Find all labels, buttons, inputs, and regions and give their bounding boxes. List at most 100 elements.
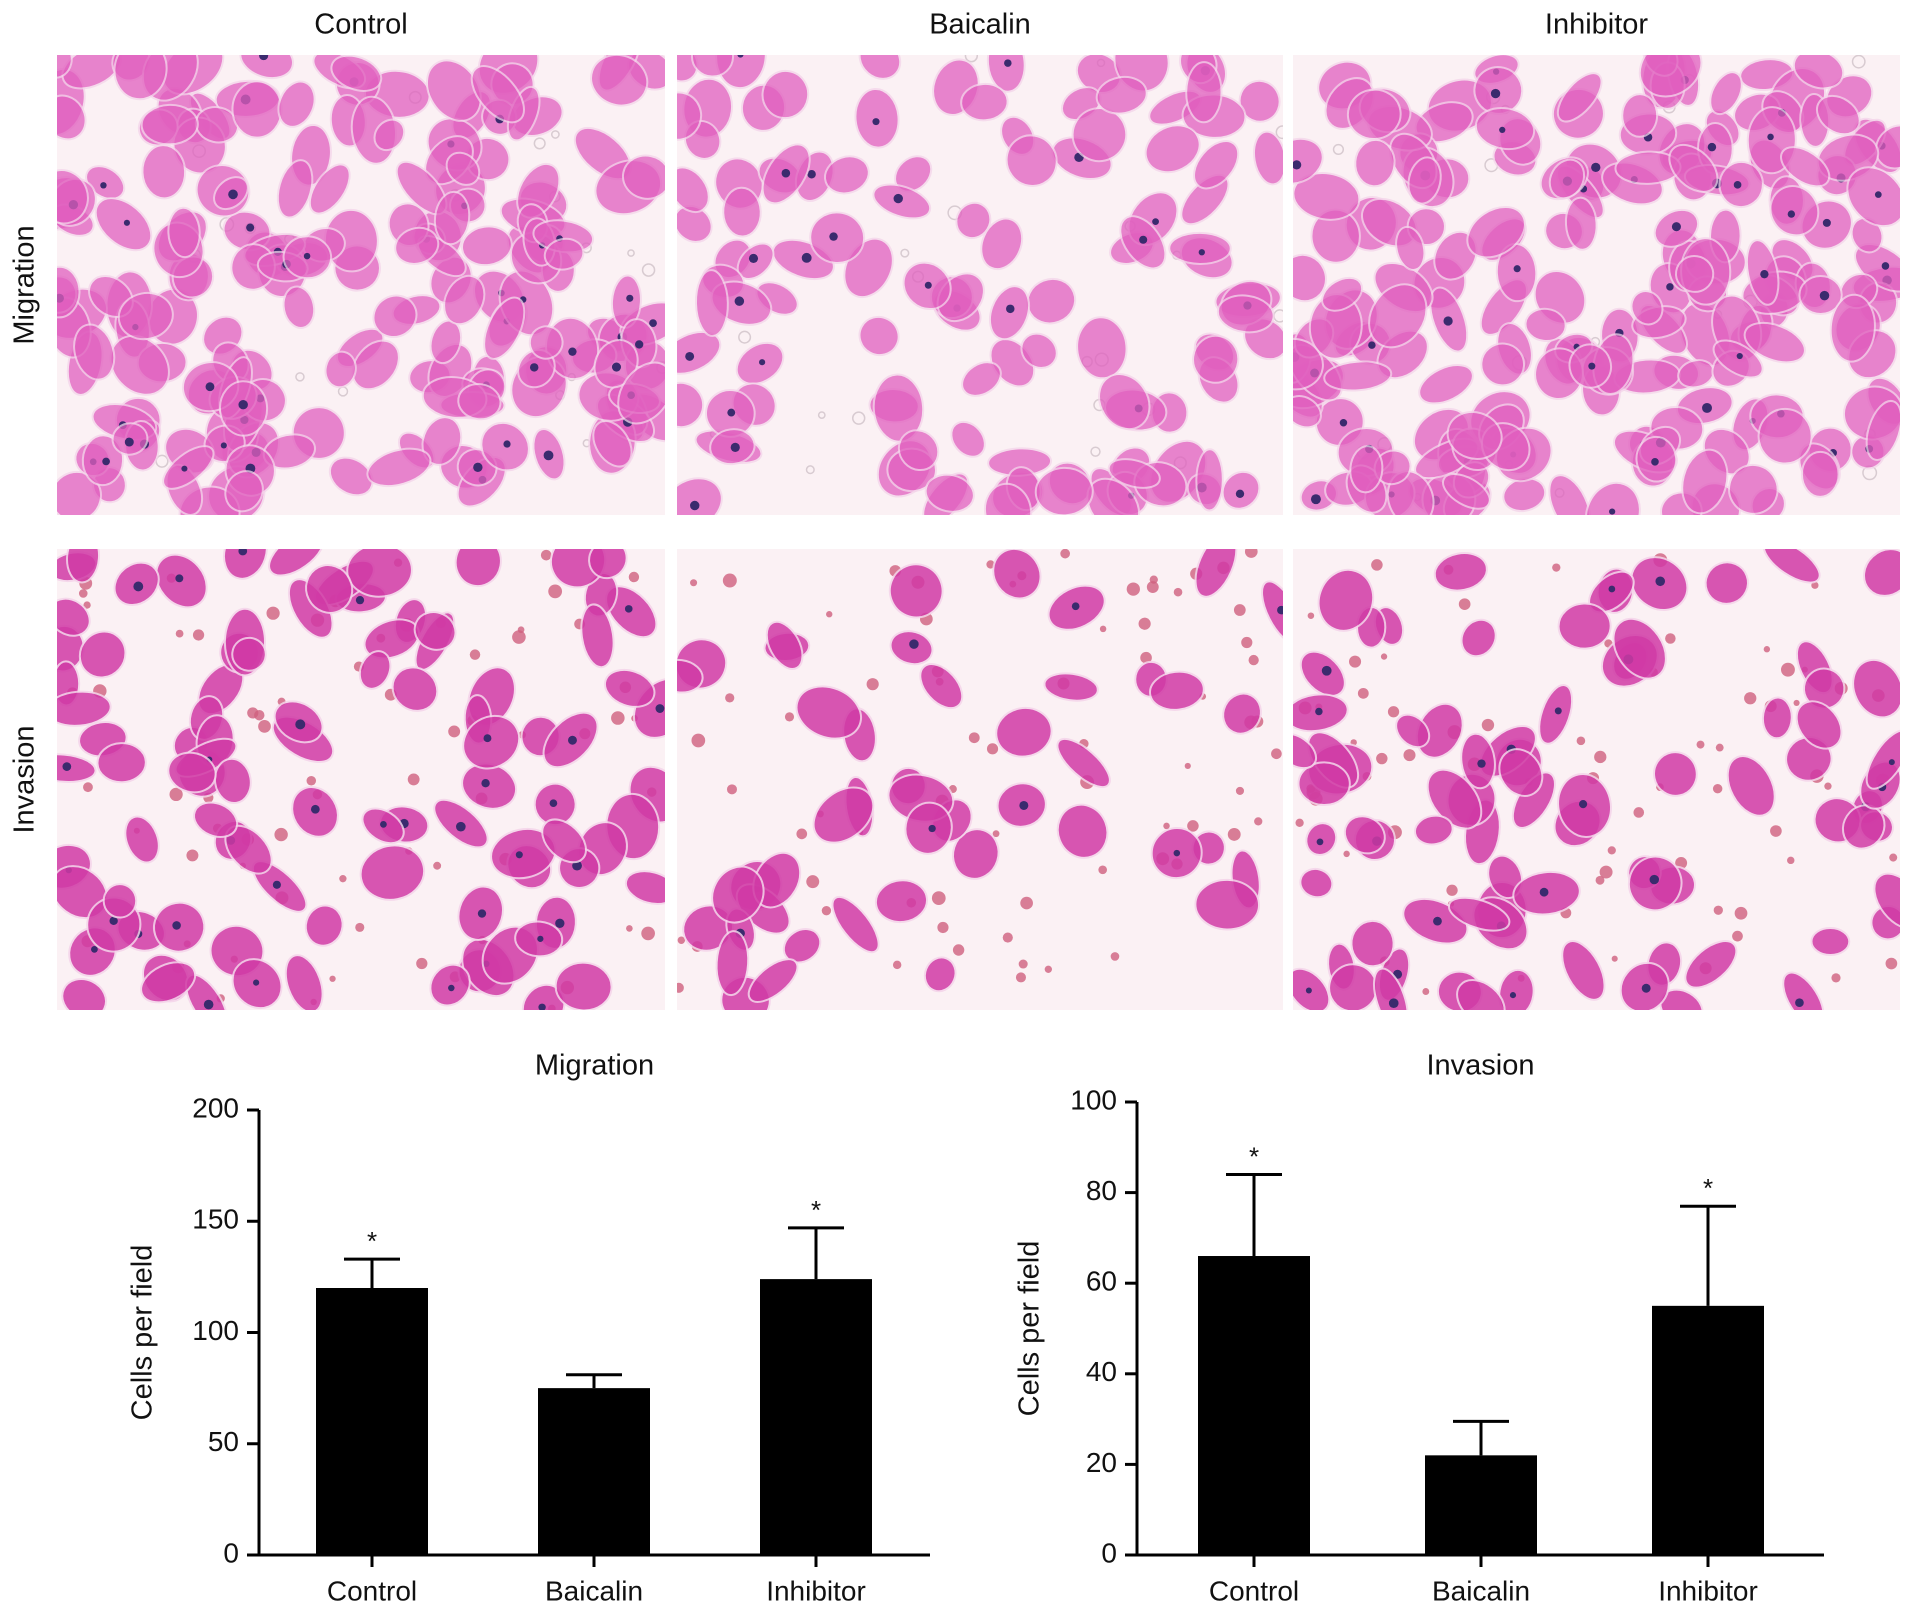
cell [1056,803,1109,859]
y-tick-label: 80 [1086,1175,1117,1206]
cell [413,611,457,651]
nucleus [1651,458,1659,466]
cell [1728,463,1779,515]
cell [1293,337,1324,391]
pore [964,55,979,63]
nucleus [829,232,838,241]
nucleus [624,605,633,613]
pore [83,782,93,793]
nucleus [1591,162,1601,173]
nucleus [1702,402,1712,413]
cell [980,217,1024,271]
nucleus [727,408,736,417]
micrograph [57,55,665,515]
y-tick-label: 0 [1101,1537,1117,1568]
cell [124,815,160,864]
cell [1852,658,1900,719]
cell [677,166,710,214]
cell [1704,561,1749,605]
pore [1633,807,1645,818]
cell [94,197,153,252]
cell [1850,216,1884,254]
cell [955,201,992,240]
cell [782,928,822,964]
pore [407,773,420,786]
nucleus [1513,265,1521,273]
cell [57,597,91,637]
cell [580,603,615,669]
cell [1076,316,1128,380]
nucleus [123,219,130,226]
pore [611,711,625,725]
cell [1192,334,1240,384]
nucleus [543,450,554,461]
cell [1194,878,1261,931]
cell [924,473,975,513]
nucleus [102,457,110,466]
cell [1564,196,1598,251]
pore [1403,749,1416,762]
cell [722,186,762,238]
pore [1015,972,1026,983]
nucleus [515,851,523,859]
cell [823,155,870,195]
chart-title: Migration [535,1050,654,1082]
nucleus [537,935,544,942]
pore [295,372,305,382]
nucleus [1310,494,1321,505]
pore [1446,884,1458,896]
row-label: Invasion [9,725,41,833]
nucleus [626,294,634,302]
cell [1726,755,1776,817]
cell [1297,761,1351,807]
pore [540,549,552,561]
cell [1548,158,1586,200]
cell [193,801,239,838]
nucleus [1655,576,1666,587]
nucleus [100,182,107,189]
cell [462,714,521,770]
cell [1056,737,1111,789]
cell [831,895,880,954]
x-tick-label: Inhibitor [766,1575,866,1606]
pore [1020,896,1033,910]
nucleus [1490,88,1501,99]
nucleus [1736,352,1743,360]
row-label: Migration [9,225,41,344]
cell [1194,549,1238,598]
pore [690,579,698,587]
cell [621,154,665,200]
cell [358,650,392,690]
x-tick-label: Baicalin [1432,1575,1530,1606]
cell [923,956,957,993]
nucleus [555,918,565,928]
cell [588,549,628,580]
nucleus [611,362,622,372]
pore [1233,604,1246,616]
pore [1018,959,1028,969]
nucleus [649,319,657,328]
nucleus [172,921,181,930]
y-tick-label: 50 [208,1426,239,1457]
nucleus [1554,707,1562,715]
pore [1140,651,1152,664]
nucleus [1649,874,1660,885]
pore [1295,818,1304,827]
pore [1781,662,1795,677]
cell [1020,332,1058,369]
nucleus [568,347,577,356]
bar [538,1388,650,1555]
cell [858,55,902,80]
pore [641,926,655,941]
cell [231,80,283,139]
column-label: Inhibitor [1545,9,1649,41]
cell [543,237,585,271]
nucleus [1760,270,1769,279]
cell [461,225,513,267]
pore [900,248,910,258]
cell [1323,360,1393,392]
nucleus [355,596,365,605]
nucleus [1368,341,1376,349]
pore [1607,846,1616,855]
cell [1792,55,1845,90]
